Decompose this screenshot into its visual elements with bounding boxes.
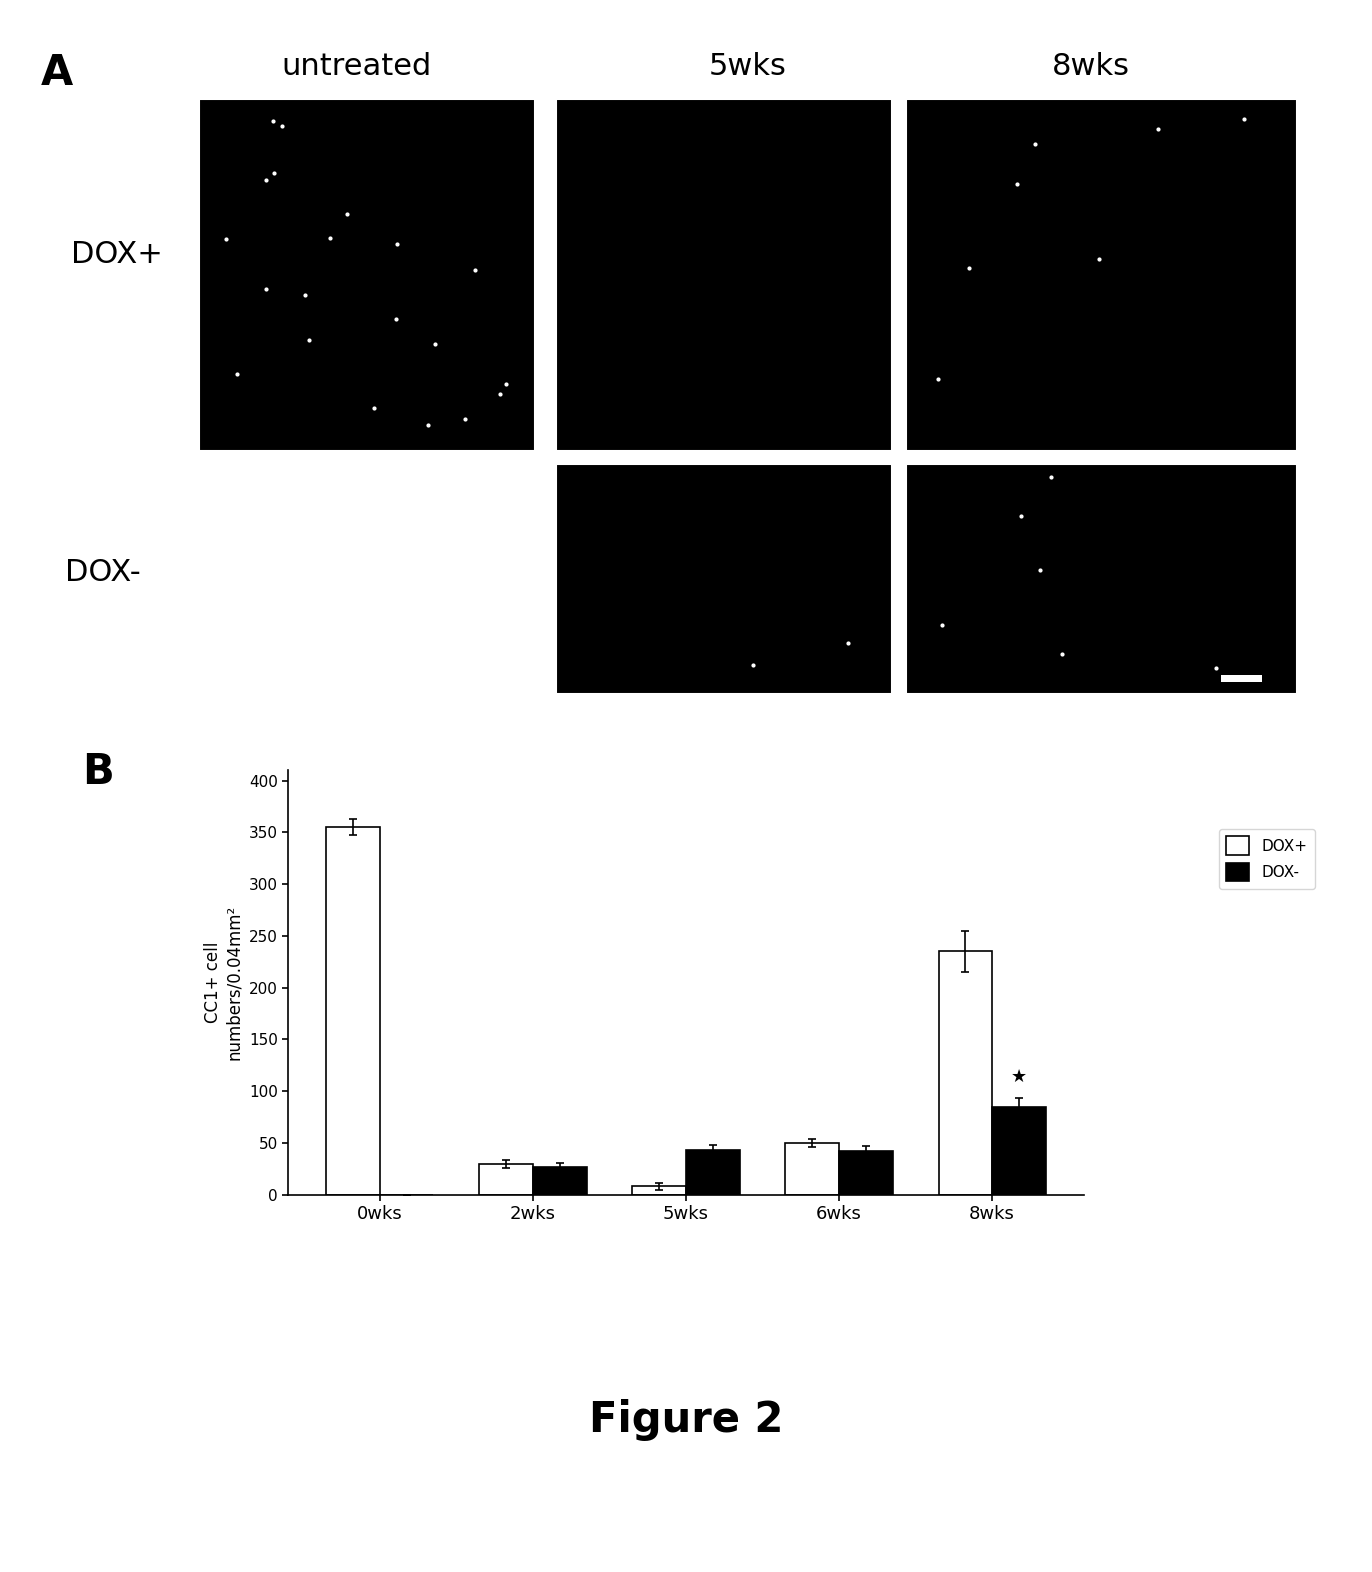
Bar [327,827,380,1195]
Bar [906,464,1297,693]
Bar [479,1163,532,1195]
Bar [785,1143,840,1195]
Text: B: B [82,751,114,794]
Bar [556,464,892,693]
Bar [686,1151,740,1195]
Bar [840,1151,893,1195]
Text: 5wks: 5wks [709,52,786,80]
Text: A: A [41,52,74,94]
Text: untreated: untreated [281,52,432,80]
Text: 8wks: 8wks [1052,52,1129,80]
Legend: DOX+, DOX-: DOX+, DOX- [1218,828,1314,890]
Bar [906,99,1297,451]
Text: DOX-: DOX- [64,558,141,586]
Bar [532,1166,587,1195]
Text: DOX+: DOX+ [71,241,162,269]
Bar [632,1187,686,1195]
Text: Figure 2: Figure 2 [589,1399,783,1440]
Text: ★: ★ [1011,1067,1026,1086]
Bar [992,1107,1045,1195]
Bar [938,951,992,1195]
Bar [556,99,892,451]
Y-axis label: CC1+ cell
numbers/0.04mm²: CC1+ cell numbers/0.04mm² [204,905,243,1060]
Bar [1221,674,1262,682]
Bar [199,99,535,451]
